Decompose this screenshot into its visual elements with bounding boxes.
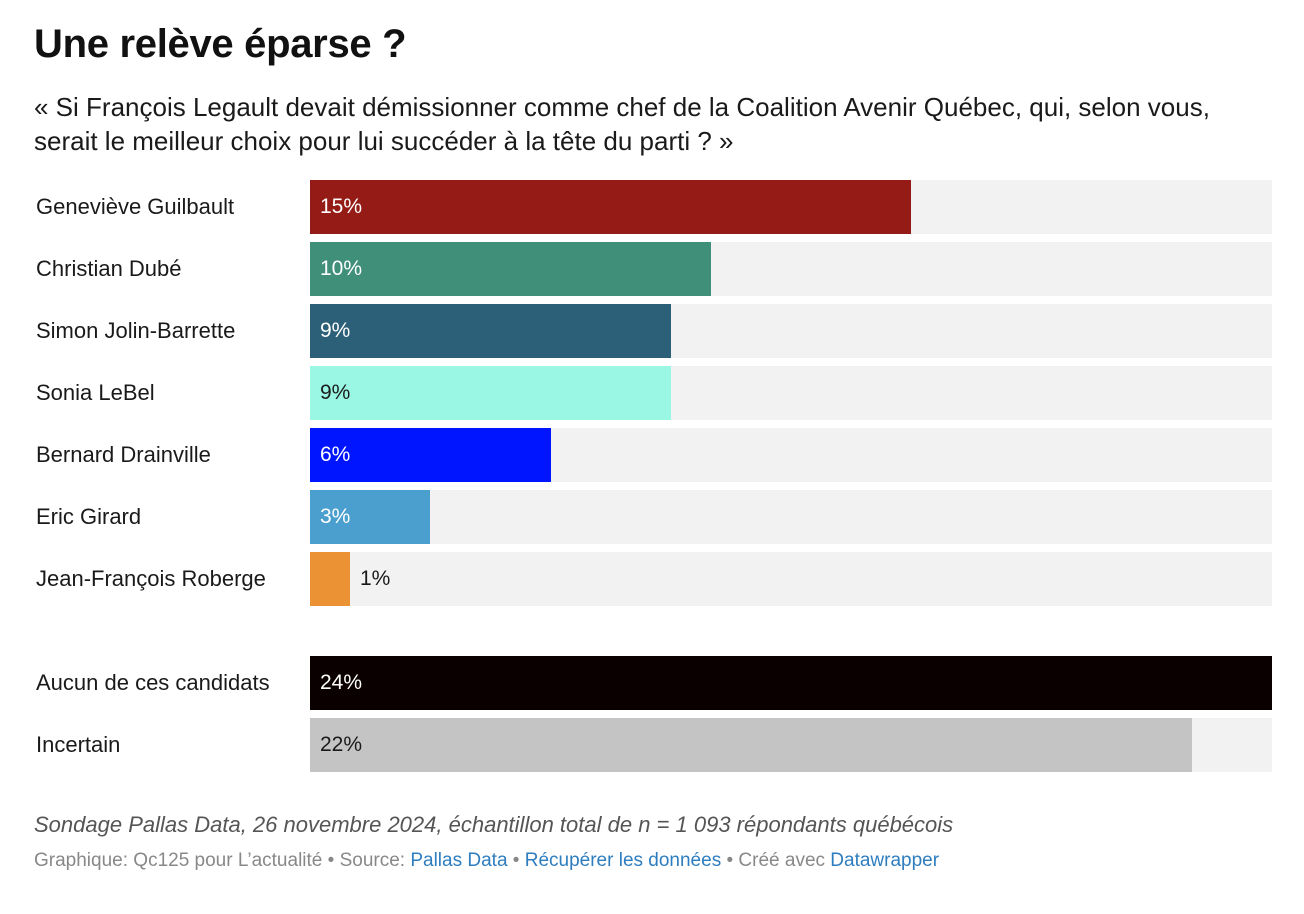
datawrapper-link[interactable]: Datawrapper [830, 850, 940, 871]
bar [310, 304, 671, 358]
bar-track: 24% [310, 656, 1272, 710]
bar-track: 3% [310, 490, 1272, 544]
bar-track: 10% [310, 242, 1272, 296]
value-label: 1% [360, 567, 391, 590]
bar-row: Aucun de ces candidats 24% [0, 656, 1304, 710]
bar-track: 15% [310, 180, 1272, 234]
category-label: Aucun de ces candidats [36, 670, 270, 695]
value-label: 24% [320, 671, 363, 694]
bar [310, 180, 911, 234]
created-with-label: Créé avec [738, 850, 831, 871]
separator: • [507, 850, 525, 871]
credit-text: Graphique: Qc125 pour L’actualité [34, 850, 323, 871]
bar-row: Simon Jolin-Barrette 9% [0, 304, 1304, 358]
bar-row: Eric Girard 3% [0, 490, 1304, 544]
category-label: Simon Jolin-Barrette [36, 318, 236, 343]
category-label: Incertain [36, 732, 121, 757]
bar-row: Jean-François Roberge 1% [0, 552, 1304, 606]
separator: • [322, 850, 340, 871]
bar [310, 366, 671, 420]
category-label: Sonia LeBel [36, 380, 155, 405]
bar-row: Sonia LeBel 9% [0, 366, 1304, 420]
category-label: Bernard Drainville [36, 442, 211, 467]
chart-title: Une relève éparse ? [34, 22, 407, 66]
bar [310, 242, 711, 296]
category-label: Eric Girard [36, 504, 142, 529]
category-label: Jean-François Roberge [36, 566, 266, 591]
value-label: 6% [320, 443, 351, 466]
value-label: 10% [320, 257, 363, 280]
source-label: Source: [339, 850, 411, 871]
bar [310, 490, 430, 544]
bar-row: Geneviève Guilbault 15% [0, 180, 1304, 234]
chart-footer: Graphique: Qc125 pour L’actualité • Sour… [34, 850, 939, 872]
get-data-link[interactable]: Récupérer les données [524, 850, 722, 871]
bar [310, 656, 1272, 710]
value-label: 22% [320, 733, 363, 756]
bar [310, 718, 1192, 772]
bar-track: 22% [310, 718, 1272, 772]
bar-row: Bernard Drainville 6% [0, 428, 1304, 482]
category-label: Christian Dubé [36, 256, 182, 281]
bar-row: Incertain 22% [0, 718, 1304, 772]
source-link[interactable]: Pallas Data [410, 850, 508, 871]
value-label: 3% [320, 505, 351, 528]
value-label: 9% [320, 319, 351, 342]
bar [310, 428, 551, 482]
bar [310, 552, 350, 606]
value-label: 9% [320, 381, 351, 404]
bar-track: 6% [310, 428, 1272, 482]
separator: • [721, 850, 739, 871]
value-label: 15% [320, 195, 363, 218]
category-label: Geneviève Guilbault [36, 194, 235, 219]
chart-notes: Sondage Pallas Data, 26 novembre 2024, é… [34, 812, 954, 837]
bar-row: Christian Dubé 10% [0, 242, 1304, 296]
bar-track: 9% [310, 366, 1272, 420]
bar-track: 9% [310, 304, 1272, 358]
bar-track: 1% [310, 552, 1272, 606]
chart-subtitle: « Si François Legault devait démissionne… [34, 92, 1210, 156]
